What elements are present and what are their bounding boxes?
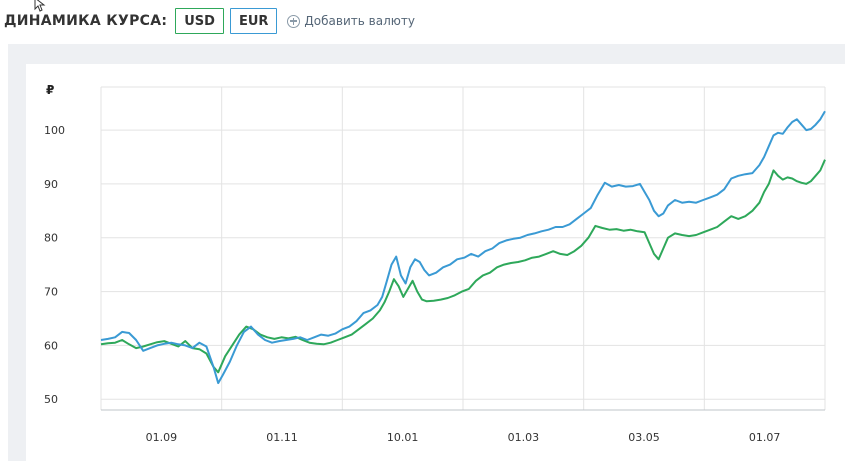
usd-button[interactable]: USD	[175, 8, 224, 34]
series-lines	[100, 110, 826, 385]
mouse-cursor-icon	[34, 0, 46, 12]
series-line-usd	[100, 159, 826, 374]
usd-button-label: USD	[184, 13, 215, 29]
rate-header: ДИНАМИКА КУРСА: USD EUR Добавить валюту	[0, 6, 845, 36]
y-tick-label: 80	[44, 232, 58, 245]
y-tick-label: 70	[44, 286, 58, 299]
grid-lines	[100, 86, 826, 411]
plus-circle-icon	[287, 14, 301, 28]
x-tick-label: 01.09	[146, 431, 178, 444]
y-tick-label: 50	[44, 393, 58, 406]
x-axis-ticks: 01.09 01.11 10.01 01.03 03.05 01.07	[146, 431, 781, 444]
x-tick-label: 01.07	[749, 431, 781, 444]
x-tick-label: 10.01	[387, 431, 419, 444]
add-currency-label: Добавить валюту	[304, 14, 415, 28]
add-currency-button[interactable]: Добавить валюту	[287, 14, 415, 28]
y-tick-label: 100	[44, 124, 65, 137]
unit-label: ₽	[46, 83, 54, 97]
series-line-eur	[100, 110, 826, 385]
y-axis-ticks: 50 60 70 80 90 100	[44, 124, 65, 406]
x-tick-label: 01.03	[508, 431, 540, 444]
x-tick-label: 03.05	[628, 431, 660, 444]
y-tick-label: 60	[44, 339, 58, 352]
eur-button-label: EUR	[238, 13, 269, 29]
y-tick-label: 90	[44, 178, 58, 191]
x-tick-label: 01.11	[266, 431, 298, 444]
eur-button[interactable]: EUR	[229, 8, 278, 34]
section-title: ДИНАМИКА КУРСА:	[4, 13, 168, 29]
